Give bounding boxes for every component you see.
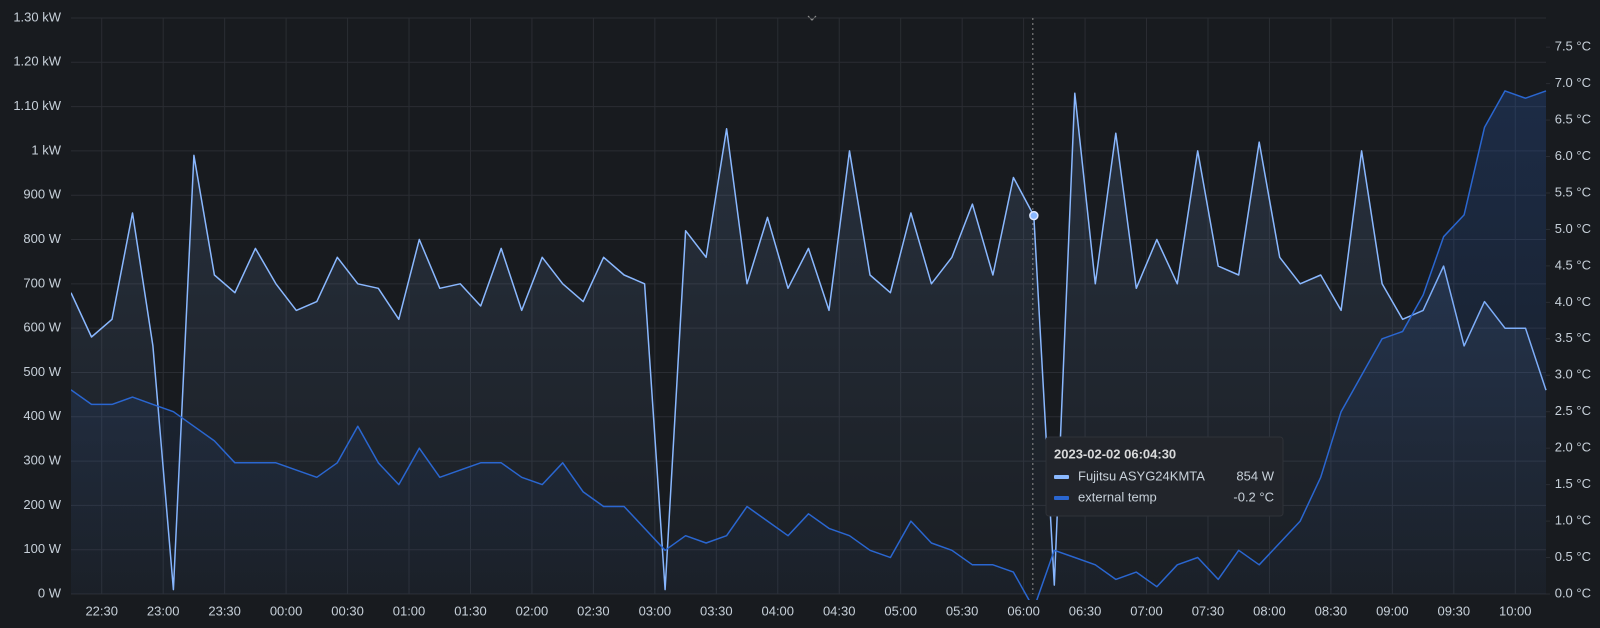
x-tick-label: 04:00 [761, 603, 794, 618]
tooltip-swatch [1054, 475, 1069, 479]
y2-tick-label: 0.5 °C [1555, 549, 1591, 564]
y2-tick-label: 2.5 °C [1555, 403, 1591, 418]
collapse-chevron[interactable] [807, 15, 817, 21]
x-tick-label: 07:30 [1192, 603, 1225, 618]
x-tick-label: 05:30 [946, 603, 979, 618]
x-tick-label: 04:30 [823, 603, 856, 618]
y2-tick-label: 7.0 °C [1555, 75, 1591, 90]
y2-tick-label: 6.5 °C [1555, 112, 1591, 127]
y-tick-label: 400 W [23, 408, 61, 423]
tooltip-value: -0.2 °C [1233, 489, 1274, 504]
x-tick-label: 08:30 [1315, 603, 1348, 618]
series-area [71, 90, 1546, 600]
x-tick-label: 01:00 [393, 603, 426, 618]
x-tick-label: 08:00 [1253, 603, 1286, 618]
x-tick-label: 09:30 [1438, 603, 1471, 618]
x-tick-label: 05:00 [884, 603, 917, 618]
y2-tick-label: 6.0 °C [1555, 148, 1591, 163]
x-tick-label: 23:30 [208, 603, 241, 618]
x-tick-label: 01:30 [454, 603, 487, 618]
y2-tick-label: 5.5 °C [1555, 184, 1591, 199]
y-tick-label: 700 W [23, 275, 61, 290]
y-tick-label: 900 W [23, 187, 61, 202]
y-tick-label: 1.10 kW [13, 98, 61, 113]
x-tick-label: 00:00 [270, 603, 303, 618]
series-line [71, 92, 1547, 591]
y2-tick-label: 5.0 °C [1555, 221, 1591, 236]
x-tick-label: 06:30 [1069, 603, 1102, 618]
y2-tick-label: 4.5 °C [1555, 257, 1591, 272]
tooltip-title: 2023-02-02 06:04:30 [1054, 446, 1176, 461]
series-line [71, 90, 1547, 600]
x-tick-label: 06:00 [1007, 603, 1040, 618]
x-tick-label: 07:00 [1130, 603, 1163, 618]
x-tick-label: 02:00 [516, 603, 549, 618]
x-tick-label: 10:00 [1499, 603, 1532, 618]
y-tick-label: 200 W [23, 497, 61, 512]
tooltip-swatch [1054, 496, 1069, 500]
y-tick-label: 800 W [23, 231, 61, 246]
x-tick-label: 00:30 [331, 603, 364, 618]
hover-point [1029, 210, 1039, 221]
y-tick-label: 0 W [38, 585, 62, 600]
y2-tick-label: 2.0 °C [1555, 440, 1591, 455]
y-tick-label: 300 W [23, 453, 61, 468]
x-tick-label: 22:30 [85, 603, 118, 618]
y-tick-label: 100 W [23, 541, 61, 556]
x-tick-label: 02:30 [577, 603, 610, 618]
y-tick-label: 500 W [23, 364, 61, 379]
tooltip-series-name: external temp [1078, 489, 1157, 504]
x-tick-label: 03:30 [700, 603, 733, 618]
tooltip-box [1045, 436, 1284, 517]
y-tick-label: 1.30 kW [13, 9, 61, 24]
x-tick-label: 23:00 [147, 603, 180, 618]
y2-tick-label: 4.0 °C [1555, 294, 1591, 309]
y2-tick-label: 7.5 °C [1555, 39, 1591, 54]
y-tick-label: 600 W [23, 320, 61, 335]
y2-tick-label: 3.0 °C [1555, 367, 1591, 382]
tooltip-value: 854 W [1236, 468, 1274, 483]
y2-tick-label: 0.0 °C [1555, 585, 1591, 600]
y-tick-label: 1.20 kW [13, 54, 61, 69]
y-tick-label: 1 kW [31, 142, 61, 157]
y2-tick-label: 1.5 °C [1555, 476, 1591, 491]
y2-tick-label: 3.5 °C [1555, 330, 1591, 345]
y2-tick-label: 1.0 °C [1555, 513, 1591, 528]
x-tick-label: 03:00 [639, 603, 672, 618]
tooltip-series-name: Fujitsu ASYG24KMTA [1078, 468, 1205, 483]
plot-area [71, 90, 1547, 600]
x-tick-label: 09:00 [1376, 603, 1409, 618]
